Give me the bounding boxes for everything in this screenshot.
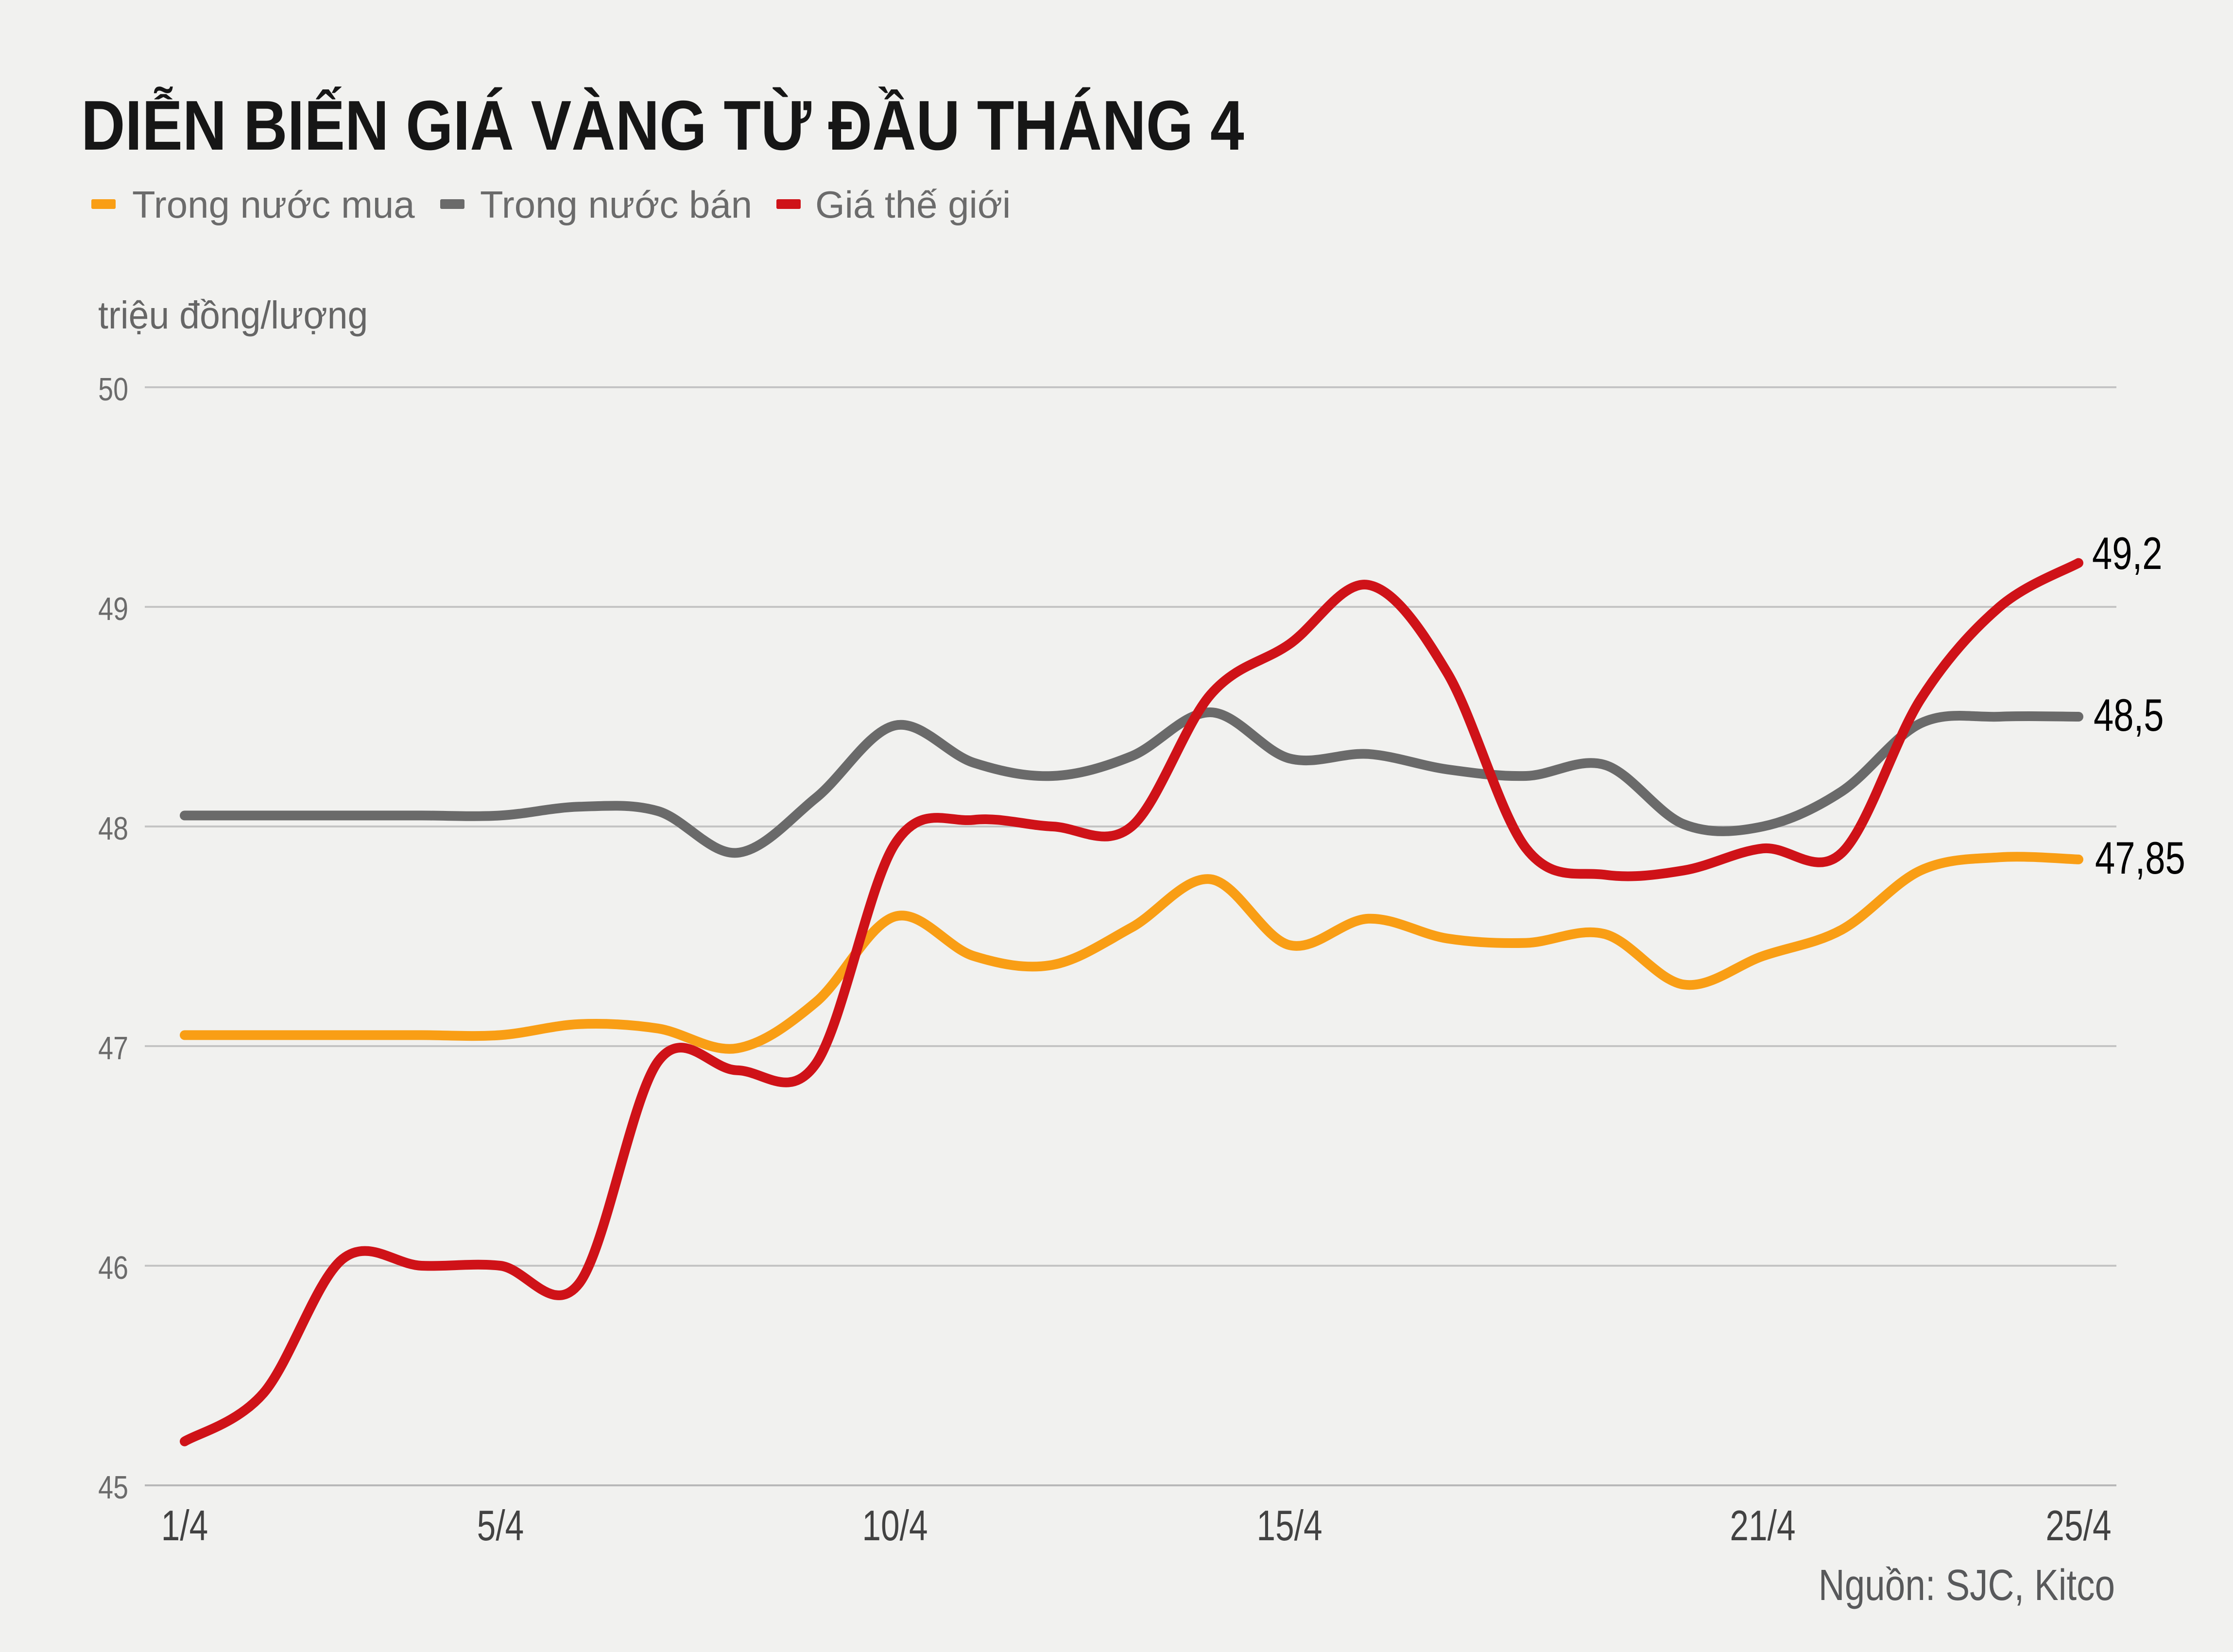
svg-text:48: 48 [98,810,128,847]
svg-text:47,85: 47,85 [2095,832,2185,883]
svg-text:Trong nước mua: Trong nước mua [132,183,415,226]
svg-text:DIỄN BIẾN GIÁ VÀNG TỪ ĐẦU THÁN: DIỄN BIẾN GIÁ VÀNG TỪ ĐẦU THÁNG 4 [81,86,1244,165]
svg-text:48,5: 48,5 [2094,689,2164,740]
svg-text:50: 50 [98,371,128,408]
svg-text:15/4: 15/4 [1256,1501,1322,1549]
svg-text:triệu đồng/lượng: triệu đồng/lượng [98,294,368,337]
svg-text:Trong nước bán: Trong nước bán [480,183,752,226]
svg-text:49: 49 [98,591,128,627]
svg-text:25/4: 25/4 [2045,1501,2111,1549]
svg-text:5/4: 5/4 [477,1501,524,1549]
svg-text:49,2: 49,2 [2092,528,2162,579]
svg-text:46: 46 [98,1250,128,1286]
svg-text:47: 47 [98,1030,128,1067]
svg-text:45: 45 [98,1469,128,1506]
svg-text:21/4: 21/4 [1730,1501,1795,1549]
svg-text:1/4: 1/4 [161,1501,208,1549]
svg-text:10/4: 10/4 [862,1501,928,1549]
svg-text:Nguồn: SJC, Kitco: Nguồn: SJC, Kitco [1819,1560,2115,1609]
svg-text:Giá thế giới: Giá thế giới [815,183,1011,226]
